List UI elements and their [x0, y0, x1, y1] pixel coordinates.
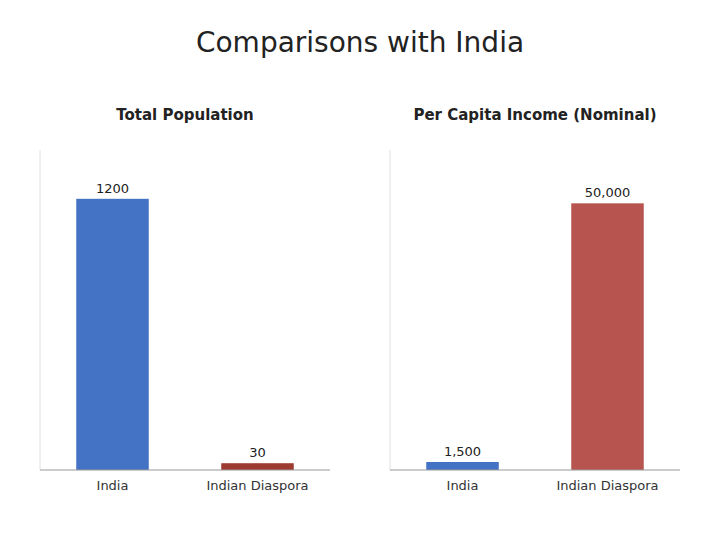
data-label: 1200	[96, 181, 129, 196]
data-label: 1,500	[444, 444, 481, 459]
y-axis-line	[390, 150, 391, 470]
data-label: 50,000	[585, 185, 631, 200]
bar	[76, 199, 149, 470]
x-tick-label: India	[447, 478, 479, 493]
chart-title: Per Capita Income (Nominal)	[413, 106, 656, 124]
main-title: Comparisons with India	[196, 26, 524, 59]
bars	[426, 203, 644, 470]
x-axis-line	[40, 470, 330, 471]
chart-panel: Total Population India Indian Diaspora 1200…	[40, 106, 330, 493]
x-tick-label: Indian Diaspora	[206, 478, 308, 493]
bar	[221, 463, 294, 470]
x-tick-label: India	[97, 478, 129, 493]
x-tick-label: Indian Diaspora	[556, 478, 658, 493]
bar	[571, 203, 644, 470]
x-axis-line	[390, 470, 680, 471]
bar	[426, 462, 499, 470]
page: Comparisons with India Total Population In…	[0, 0, 720, 540]
y-axis-line	[40, 150, 41, 470]
chart-title: Total Population	[116, 106, 253, 124]
data-label: 30	[249, 445, 266, 460]
chart-canvas: Comparisons with India Total Population In…	[0, 0, 720, 540]
chart-panel: Per Capita Income (Nominal) India Indian D…	[390, 106, 680, 493]
bars	[76, 199, 294, 470]
